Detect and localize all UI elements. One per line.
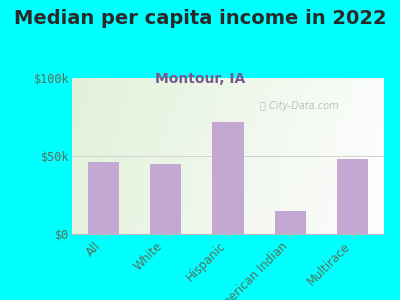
Bar [275, 211, 306, 234]
Text: Median per capita income in 2022: Median per capita income in 2022 [14, 9, 386, 28]
Bar [337, 159, 368, 234]
Bar [88, 162, 119, 234]
Bar [212, 122, 244, 234]
Bar [150, 164, 181, 234]
Text: Montour, IA: Montour, IA [155, 72, 245, 86]
Text: ⓘ City-Data.com: ⓘ City-Data.com [260, 101, 339, 111]
